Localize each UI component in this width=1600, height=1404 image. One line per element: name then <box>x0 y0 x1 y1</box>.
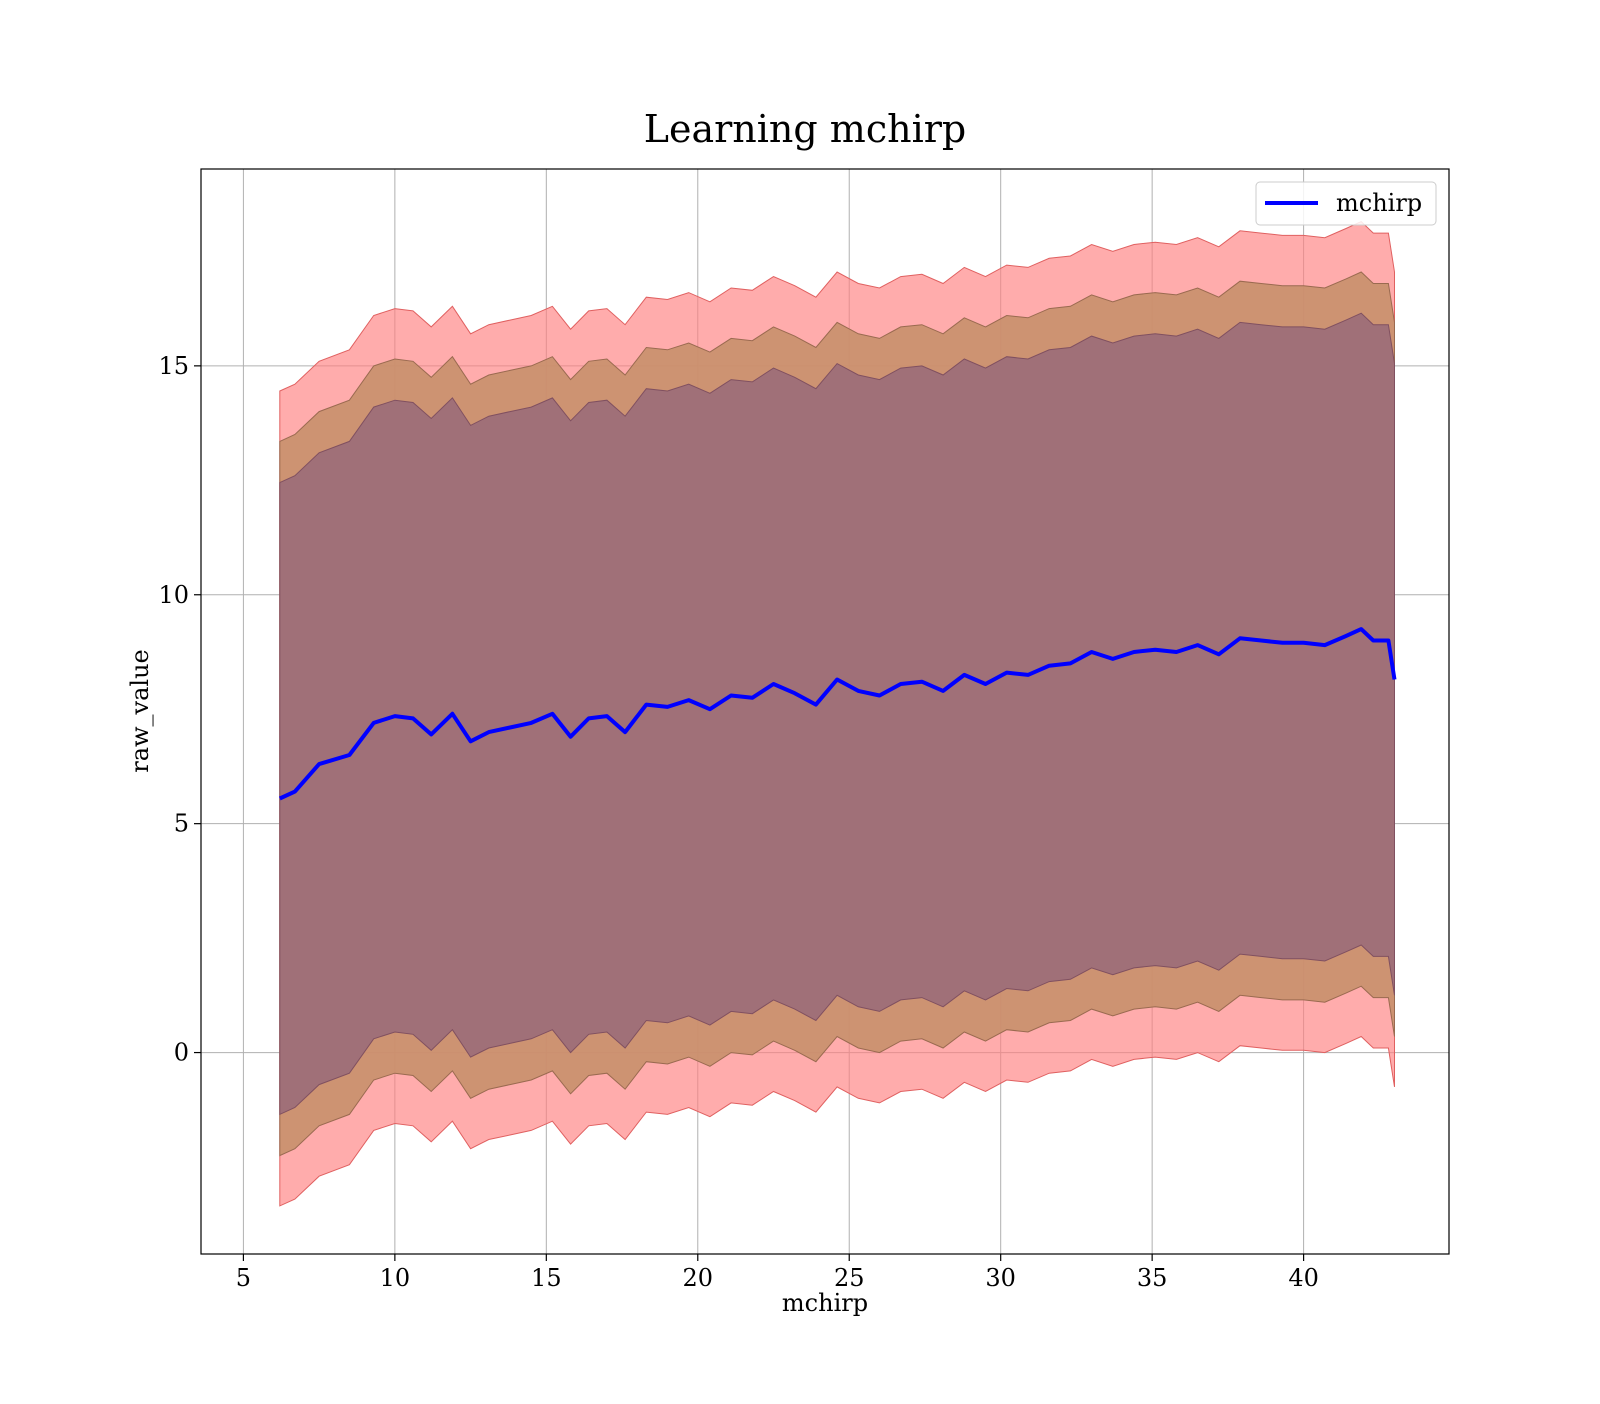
y-axis-ticks: 0 5 10 15 <box>158 352 201 1067</box>
x-tick-label: 40 <box>1288 1264 1319 1292</box>
legend-box <box>1255 181 1437 226</box>
x-tick-label: 20 <box>683 1264 714 1292</box>
chart-title: Learning mchirp <box>644 107 966 151</box>
y-axis-label: raw_value <box>126 649 154 773</box>
y-tick-label: 15 <box>158 352 189 380</box>
confidence-bands <box>279 221 1395 1207</box>
plot-frame <box>200 168 1450 1255</box>
x-tick-label: 25 <box>834 1264 865 1292</box>
y-tick-label: 0 <box>174 1039 189 1067</box>
mean-line-mchirp <box>278 627 1397 801</box>
x-axis-ticks: 5 10 15 20 25 30 35 40 <box>236 1254 1319 1292</box>
legend-entry-mchirp: mchirp <box>1336 189 1422 217</box>
x-tick-label: 10 <box>380 1264 411 1292</box>
legend: mchirp <box>1255 181 1437 226</box>
y-tick-label: 10 <box>158 581 189 609</box>
x-tick-label: 5 <box>236 1264 251 1292</box>
x-tick-label: 35 <box>1137 1264 1168 1292</box>
x-tick-label: 30 <box>985 1264 1016 1292</box>
y-tick-label: 5 <box>174 810 189 838</box>
mean-line-layer <box>278 627 1397 801</box>
x-tick-label: 15 <box>531 1264 562 1292</box>
inner-band <box>279 312 1395 1116</box>
x-axis-label: mchirp <box>782 1289 868 1317</box>
